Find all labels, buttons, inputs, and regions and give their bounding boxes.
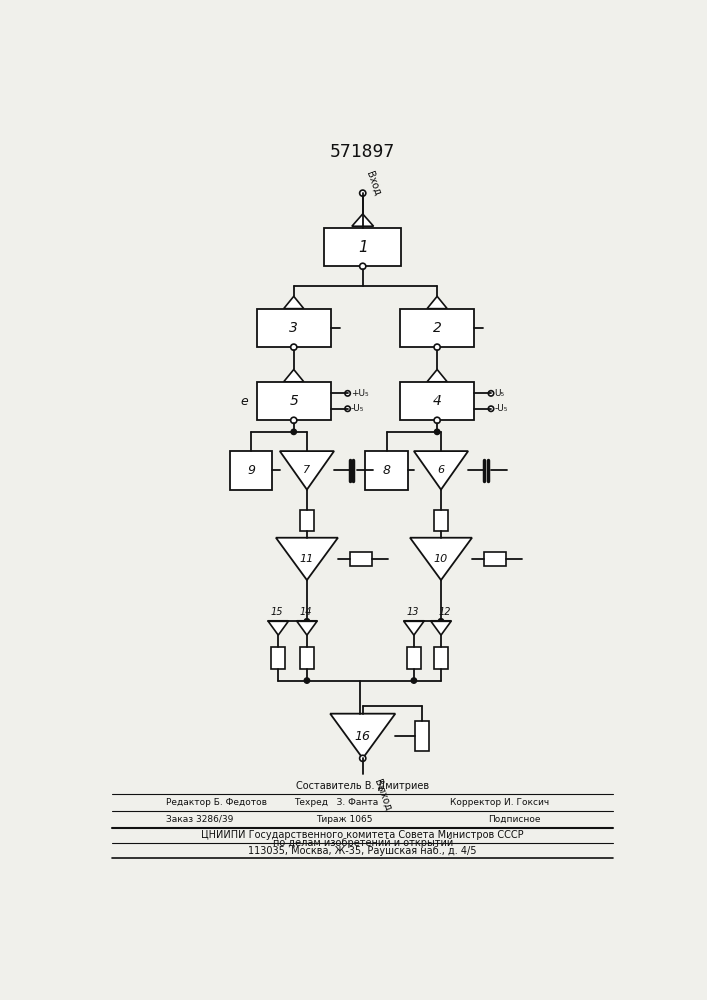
Bar bbox=[366, 451, 408, 490]
Bar bbox=[230, 451, 272, 490]
Circle shape bbox=[360, 190, 366, 196]
Text: 9: 9 bbox=[247, 464, 255, 477]
Bar bbox=[351, 552, 372, 566]
Text: Составитель В. Дмитриев: Составитель В. Дмитриев bbox=[296, 781, 429, 791]
Polygon shape bbox=[410, 538, 472, 580]
Polygon shape bbox=[404, 621, 424, 635]
Text: 2: 2 bbox=[433, 321, 442, 335]
Text: Техред   З. Фанта: Техред З. Фанта bbox=[294, 798, 378, 807]
Circle shape bbox=[304, 619, 310, 624]
Text: 8: 8 bbox=[382, 464, 391, 477]
Text: Выход: Выход bbox=[372, 778, 392, 812]
Polygon shape bbox=[352, 214, 373, 226]
Circle shape bbox=[434, 344, 440, 350]
Polygon shape bbox=[427, 296, 448, 309]
Circle shape bbox=[360, 755, 366, 761]
Text: Корректор И. Гоксич: Корректор И. Гоксич bbox=[450, 798, 549, 807]
Text: Заказ 3286/39: Заказ 3286/39 bbox=[166, 815, 233, 824]
Circle shape bbox=[345, 391, 351, 396]
Text: 12: 12 bbox=[438, 607, 451, 617]
Text: +U₅: +U₅ bbox=[351, 389, 368, 398]
Text: -U₅: -U₅ bbox=[351, 404, 364, 413]
Bar bbox=[300, 510, 314, 531]
Circle shape bbox=[360, 263, 366, 269]
Text: 13: 13 bbox=[406, 607, 419, 617]
Polygon shape bbox=[414, 451, 468, 490]
Circle shape bbox=[304, 678, 310, 683]
Text: 4: 4 bbox=[433, 394, 442, 408]
Text: 11: 11 bbox=[300, 554, 314, 564]
Text: 1: 1 bbox=[358, 240, 368, 255]
Circle shape bbox=[345, 406, 351, 411]
Circle shape bbox=[434, 429, 440, 435]
Circle shape bbox=[291, 429, 296, 435]
Bar bbox=[484, 552, 506, 566]
Text: Тираж 1065: Тираж 1065 bbox=[316, 815, 373, 824]
Polygon shape bbox=[276, 538, 338, 580]
Text: Вход: Вход bbox=[365, 170, 382, 197]
Circle shape bbox=[489, 406, 493, 411]
Circle shape bbox=[434, 417, 440, 423]
Polygon shape bbox=[280, 451, 334, 490]
Polygon shape bbox=[297, 621, 317, 635]
Polygon shape bbox=[284, 296, 304, 309]
Circle shape bbox=[438, 619, 444, 624]
Bar bbox=[434, 510, 448, 531]
Circle shape bbox=[291, 344, 297, 350]
Text: 16: 16 bbox=[355, 730, 370, 742]
Text: U₅: U₅ bbox=[494, 389, 504, 398]
Polygon shape bbox=[284, 369, 304, 382]
Bar bbox=[400, 309, 474, 347]
Bar bbox=[400, 382, 474, 420]
Polygon shape bbox=[268, 621, 288, 635]
Text: -U₅: -U₅ bbox=[494, 404, 508, 413]
Circle shape bbox=[489, 391, 493, 396]
Polygon shape bbox=[330, 714, 395, 758]
Circle shape bbox=[411, 678, 416, 683]
Bar bbox=[257, 309, 331, 347]
Text: e: e bbox=[240, 395, 248, 408]
Text: 10: 10 bbox=[434, 554, 448, 564]
Bar bbox=[416, 721, 429, 751]
Bar bbox=[257, 382, 331, 420]
Text: 571897: 571897 bbox=[330, 143, 395, 161]
Text: 113035, Москва, Ж-35, Раушская наб., д. 4/5: 113035, Москва, Ж-35, Раушская наб., д. … bbox=[248, 846, 477, 856]
Polygon shape bbox=[427, 369, 448, 382]
Bar bbox=[300, 647, 314, 669]
Text: Подписное: Подписное bbox=[489, 815, 541, 824]
Bar bbox=[324, 228, 402, 266]
Bar bbox=[434, 647, 448, 669]
Polygon shape bbox=[431, 621, 451, 635]
Text: 3: 3 bbox=[289, 321, 298, 335]
Text: по делам изобретений и открытий: по делам изобретений и открытий bbox=[273, 838, 453, 848]
Text: 7: 7 bbox=[303, 465, 310, 475]
Bar bbox=[407, 647, 421, 669]
Circle shape bbox=[291, 417, 297, 423]
Text: 15: 15 bbox=[271, 607, 283, 617]
Text: 6: 6 bbox=[438, 465, 445, 475]
Bar bbox=[271, 647, 285, 669]
Text: ЦНИИПИ Государственного комитета Совета Министров СССР: ЦНИИПИ Государственного комитета Совета … bbox=[201, 830, 524, 840]
Text: 5: 5 bbox=[289, 394, 298, 408]
Text: 14: 14 bbox=[299, 607, 312, 617]
Text: Редактор Б. Федотов: Редактор Б. Федотов bbox=[166, 798, 267, 807]
